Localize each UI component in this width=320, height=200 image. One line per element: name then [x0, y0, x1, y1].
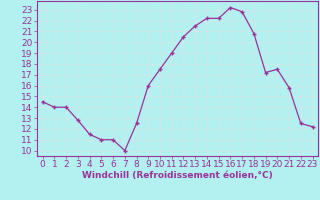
X-axis label: Windchill (Refroidissement éolien,°C): Windchill (Refroidissement éolien,°C)	[82, 171, 273, 180]
